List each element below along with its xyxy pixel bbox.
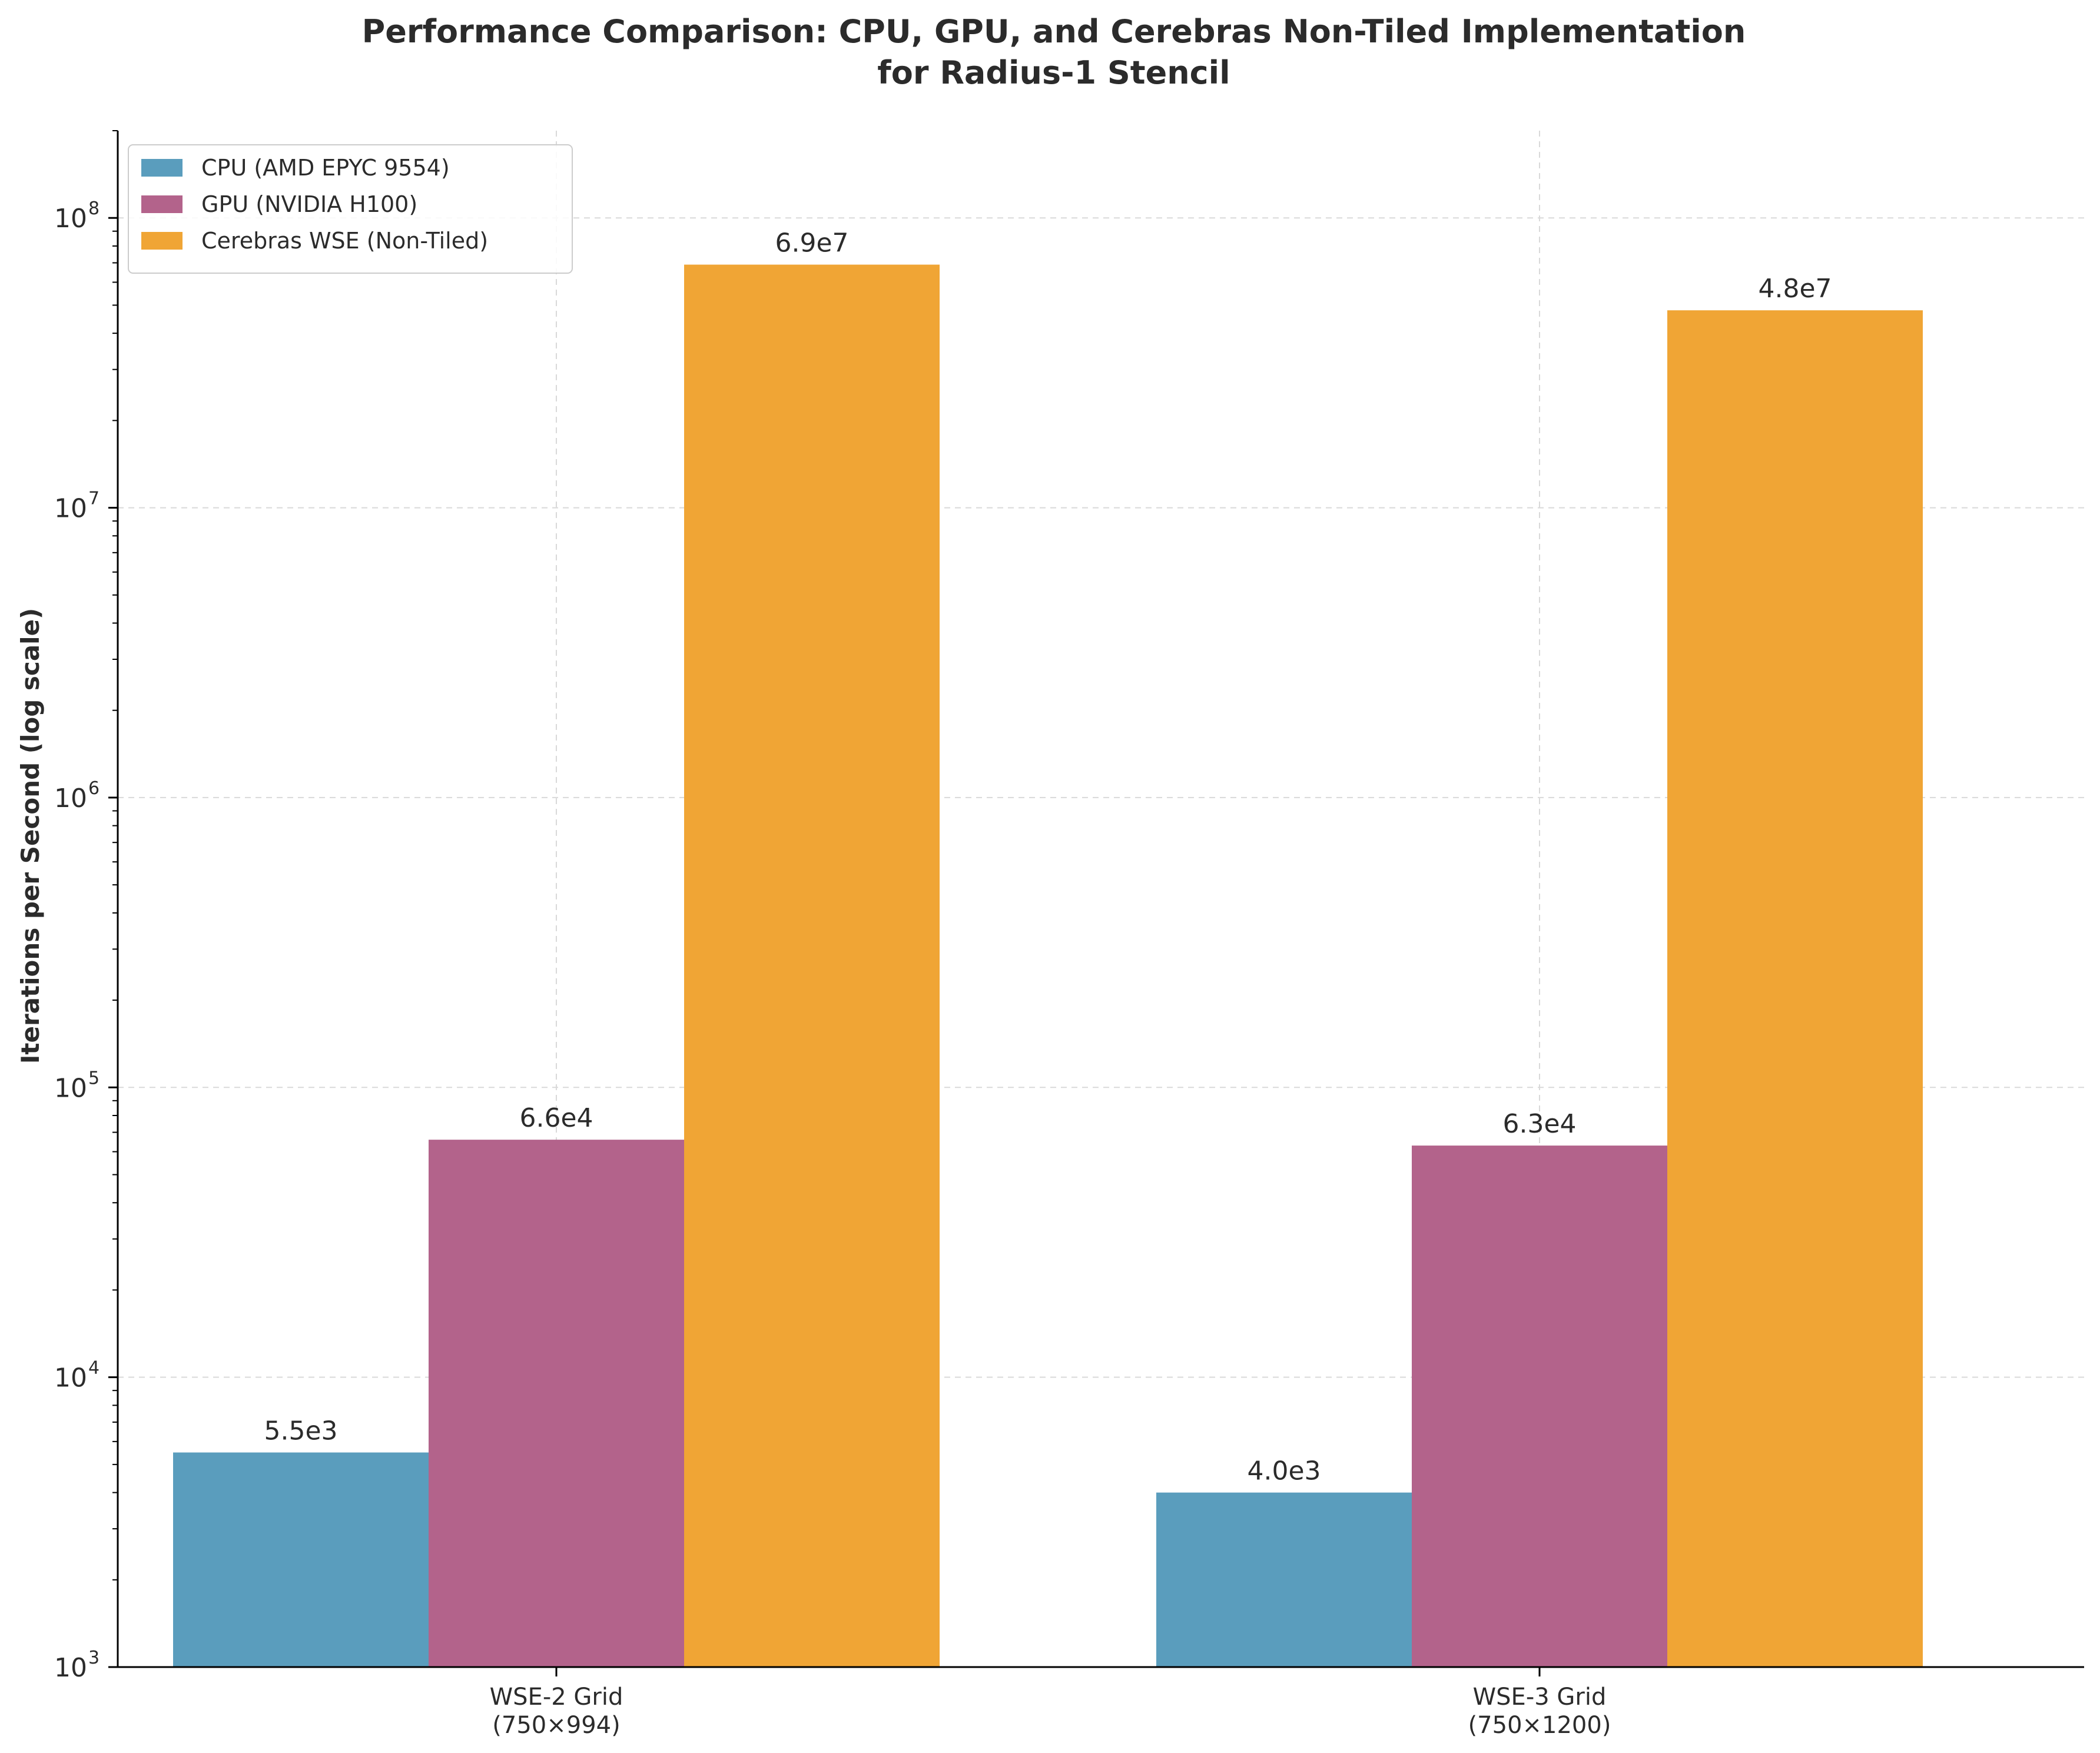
y-tick-exponent: 4	[88, 1358, 99, 1379]
legend-swatch	[141, 232, 183, 250]
legend-swatch	[141, 195, 183, 213]
chart-title-line-2: for Radius-1 Stencil	[877, 54, 1230, 91]
y-tick-label: 10	[54, 783, 87, 814]
data-label: 6.6e4	[519, 1103, 593, 1133]
y-tick-label: 10	[54, 1363, 87, 1393]
legend-swatch	[141, 159, 183, 177]
x-tick-label-sub: (750×1200)	[1468, 1712, 1611, 1739]
chart-title-line-1: Performance Comparison: CPU, GPU, and Ce…	[362, 13, 1746, 50]
bar	[1667, 310, 1923, 1667]
x-tick-label-sub: (750×994)	[492, 1712, 620, 1739]
legend: CPU (AMD EPYC 9554) GPU (NVIDIA H100) Cere…	[128, 144, 573, 274]
data-label: 5.5e3	[264, 1416, 337, 1446]
legend-label: GPU (NVIDIA H100)	[201, 191, 417, 217]
y-tick-exponent: 7	[88, 489, 99, 509]
gridlines	[118, 131, 2084, 1667]
y-tick-exponent: 8	[88, 198, 99, 219]
bar	[429, 1140, 684, 1667]
y-tick-label: 10	[54, 204, 87, 234]
bar	[1412, 1146, 1667, 1667]
data-label: 6.9e7	[775, 228, 848, 258]
data-label: 4.0e3	[1247, 1456, 1321, 1486]
legend-label: Cerebras WSE (Non-Tiled)	[201, 228, 488, 254]
x-tick-label: WSE-3 Grid	[1473, 1684, 1607, 1711]
data-labels: 5.5e3 6.6e4 6.9e7 4.0e3 6.3e4 4.8e7	[264, 228, 1832, 1486]
bars	[173, 264, 1923, 1667]
bar	[1156, 1492, 1412, 1667]
data-label: 6.3e4	[1502, 1109, 1576, 1139]
y-tick-exponent: 3	[88, 1648, 99, 1668]
legend-box	[128, 144, 573, 274]
y-tick-label: 10	[54, 1653, 87, 1683]
y-tick-exponent: 5	[88, 1068, 99, 1088]
data-label: 4.8e7	[1758, 274, 1832, 304]
y-tick-label: 10	[54, 494, 87, 524]
x-tick-label: WSE-2 Grid	[490, 1684, 623, 1711]
y-tick-label: 10	[54, 1073, 87, 1103]
legend-label: CPU (AMD EPYC 9554)	[201, 155, 450, 181]
bar	[173, 1452, 429, 1667]
y-tick-exponent: 6	[88, 778, 99, 799]
bar	[684, 264, 940, 1667]
y-axis-label: Iterations per Second (log scale)	[16, 608, 45, 1064]
